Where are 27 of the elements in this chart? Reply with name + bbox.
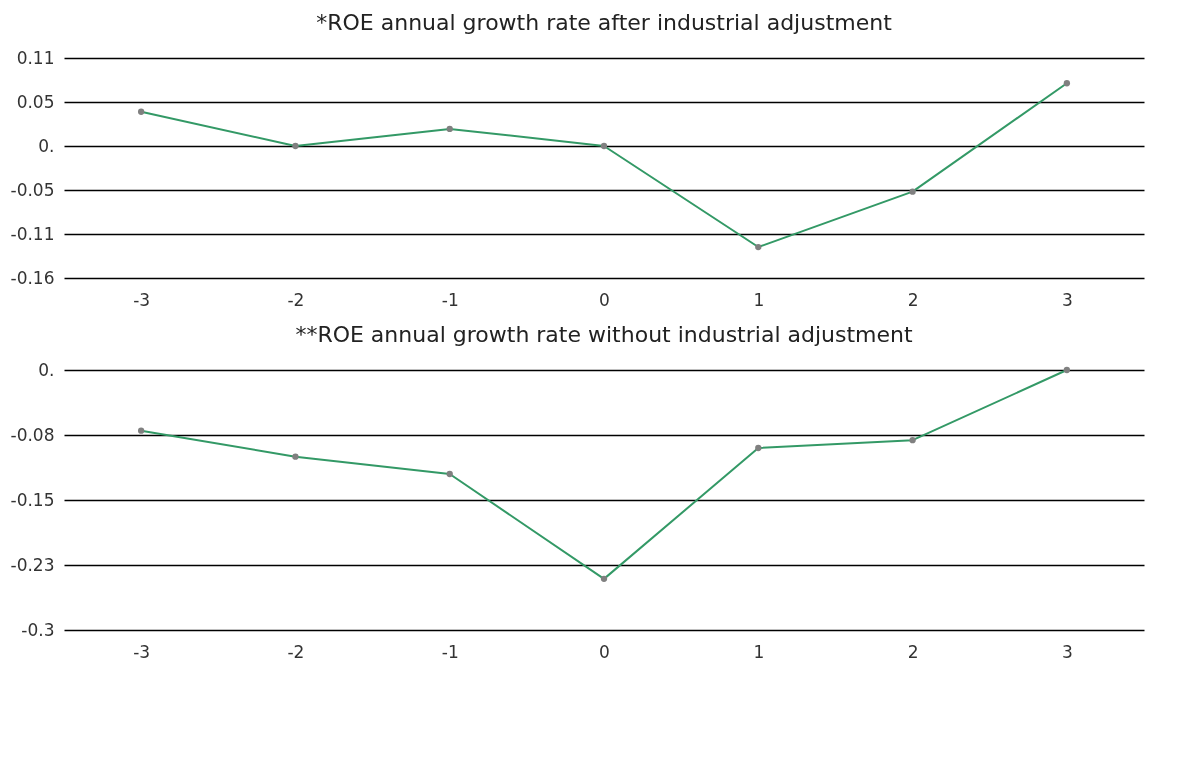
y-tick-label: -0.16	[10, 267, 55, 288]
y-tick-label: -0.3	[21, 619, 55, 640]
y-tick-label: -0.15	[10, 489, 55, 510]
x-tick-label: 1	[753, 289, 765, 310]
x-tick-label: -2	[287, 641, 305, 662]
y-tick-label: 0.11	[16, 47, 55, 68]
x-tick-label: 3	[1061, 289, 1073, 310]
x-tick-label: 2	[907, 289, 919, 310]
x-tick-label: 0	[599, 289, 610, 310]
y-tick-label: 0.05	[16, 91, 55, 112]
x-tick-label: 3	[1061, 641, 1073, 662]
x-tick-label: -3	[133, 641, 151, 662]
y-tick-label: -0.05	[10, 179, 55, 200]
x-tick-label: -1	[441, 289, 459, 310]
x-tick-label: 0	[599, 641, 610, 662]
x-tick-label: 1	[753, 641, 765, 662]
y-tick-label: -0.11	[10, 223, 55, 244]
y-tick-label: 0.	[38, 135, 55, 156]
y-tick-label: 0.	[38, 359, 55, 380]
x-tick-label: -3	[133, 289, 151, 310]
y-tick-label: -0.08	[10, 424, 55, 445]
chart-title: **ROE annual growth rate without industrial adjustment	[295, 322, 913, 347]
chart-title: *ROE annual growth rate after industrial adjustment	[316, 10, 893, 35]
x-tick-label: 2	[907, 641, 919, 662]
x-tick-label: -2	[287, 289, 305, 310]
x-tick-label: -1	[441, 641, 459, 662]
y-tick-label: -0.23	[10, 554, 55, 575]
